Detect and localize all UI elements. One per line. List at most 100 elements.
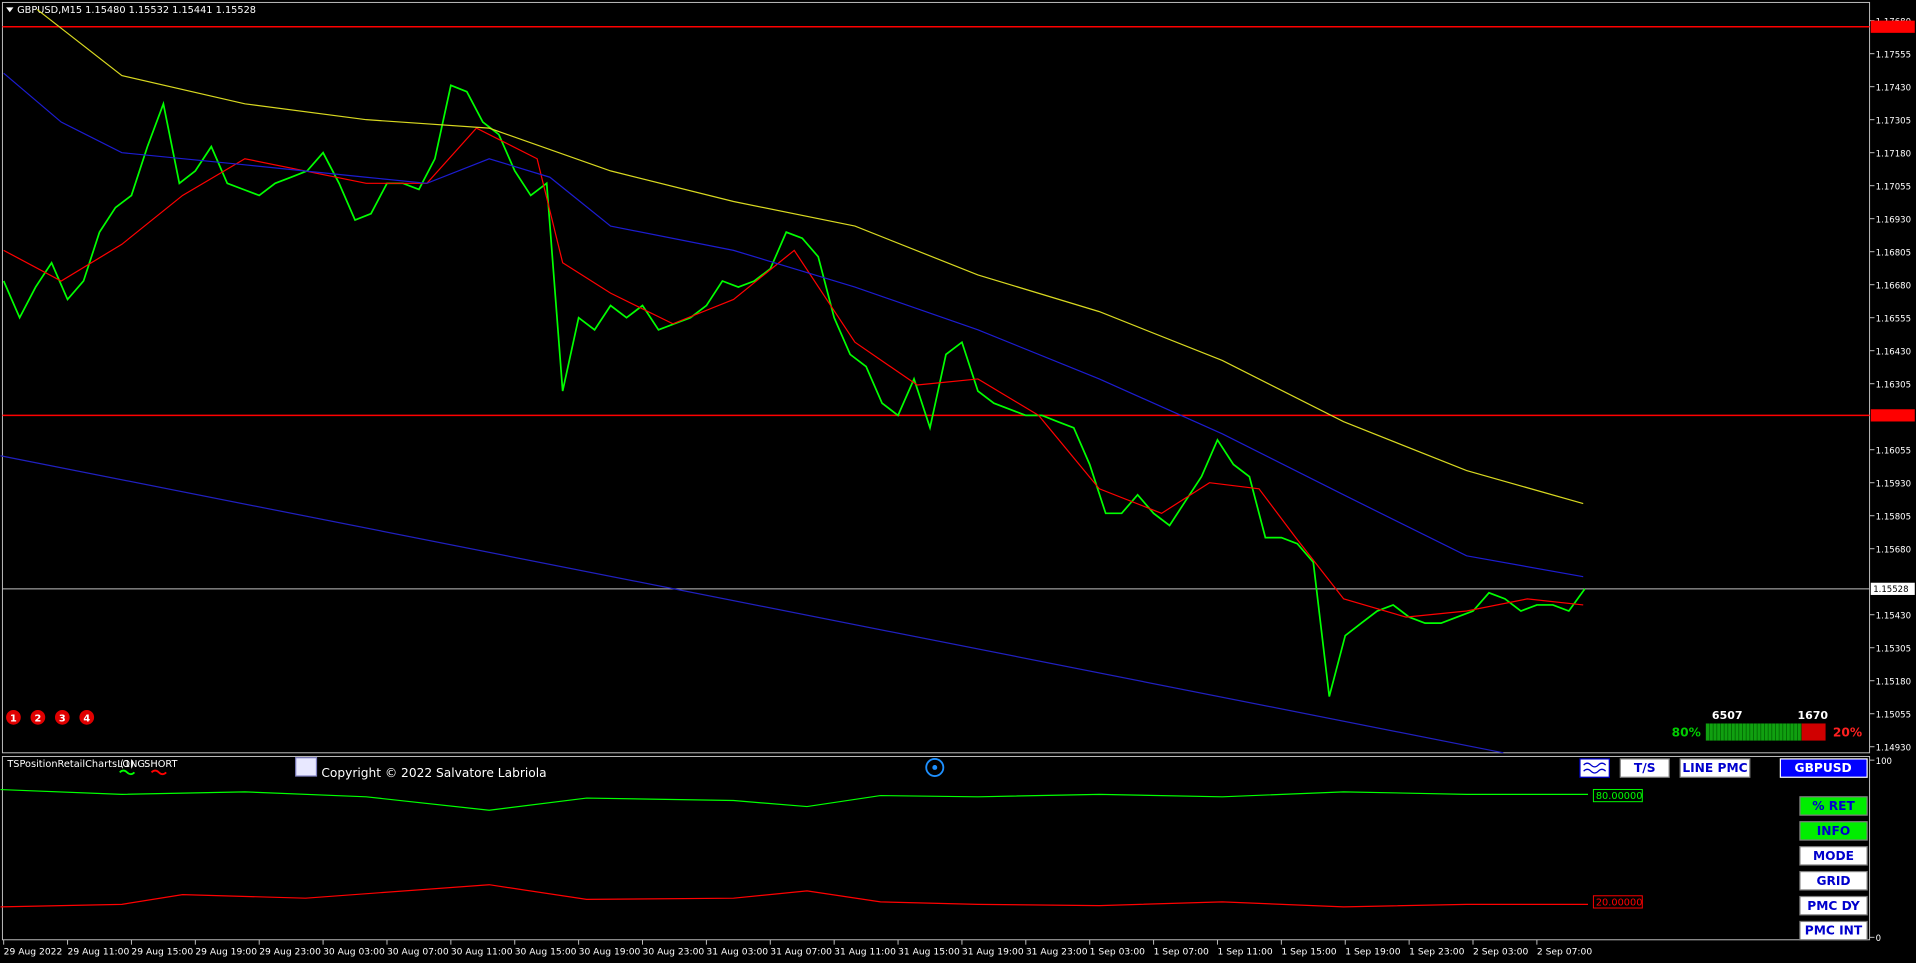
symbol-button[interactable]	[1779, 758, 1868, 778]
y-tick-label: 1.17055	[1876, 182, 1911, 192]
long-pct: 80%	[1672, 726, 1701, 740]
y-tick-label: 1.15055	[1876, 710, 1911, 720]
side-buttons: % RET INFO MODE GRID PMC DY PMC INT	[1799, 796, 1868, 941]
level-tag	[1870, 20, 1915, 33]
button-label[interactable]: T/S	[1634, 761, 1656, 775]
marker[interactable]	[54, 710, 70, 725]
button[interactable]	[1799, 870, 1868, 891]
y-tick-label: 1.16430	[1876, 347, 1911, 357]
menu-arrow[interactable]	[6, 7, 14, 13]
price-tag	[1870, 582, 1915, 595]
series-line	[0, 455, 1504, 754]
level-tag	[1592, 788, 1643, 803]
level-label: 80.00000	[1596, 791, 1643, 802]
price-tag-label: 1.15528	[1873, 585, 1908, 595]
button[interactable]	[1799, 821, 1868, 841]
button[interactable]	[1799, 920, 1868, 941]
x-tick-label: 30 Aug 15:00	[515, 947, 577, 958]
x-tick-label: 2 Sep 03:00	[1473, 947, 1528, 958]
button-label[interactable]: MODE	[1813, 849, 1854, 863]
x-tick-label: 29 Aug 11:00	[68, 947, 130, 958]
button[interactable]	[1679, 758, 1751, 778]
y-tick-label: 1.15680	[1876, 545, 1911, 555]
marker[interactable]	[6, 710, 21, 725]
plot: 1.176801.175551.174301.173051.171801.170…	[0, 9, 1915, 958]
short-pct: 20%	[1833, 726, 1862, 740]
sub-frame	[1, 755, 1871, 941]
series-line	[36, 9, 1584, 505]
y-tick-label: 1.16555	[1876, 314, 1911, 324]
x-tick-label: 1 Sep 11:00	[1217, 947, 1272, 958]
wave-button[interactable]	[1579, 758, 1610, 778]
x-tick-label: 1 Sep 03:00	[1090, 947, 1145, 958]
legend-swatch	[119, 769, 136, 776]
button[interactable]	[1799, 796, 1868, 816]
short-bar	[1801, 723, 1826, 741]
button-label[interactable]: GRID	[1816, 874, 1850, 888]
y-tick-label: 1.16305	[1876, 380, 1911, 390]
target-dot	[932, 765, 938, 770]
x-tick-label: 31 Aug 11:00	[834, 947, 896, 958]
chart-header: GBPUSD,M15 1.15480 1.15532 1.15441 1.155…	[17, 5, 256, 16]
x-tick-label: 1 Sep 23:00	[1409, 947, 1464, 958]
x-tick-label: 30 Aug 03:00	[323, 947, 385, 958]
button-label[interactable]: PMC INT	[1805, 924, 1863, 938]
symbol-button-label[interactable]: GBPUSD	[1795, 761, 1852, 775]
marker[interactable]	[30, 710, 46, 725]
copyright: Copyright © 2022 Salvatore Labriola	[321, 766, 546, 780]
x-tick-label: 30 Aug 07:00	[387, 947, 449, 958]
y-tick-label: 1.16930	[1876, 215, 1911, 225]
x-tick-label: 31 Aug 19:00	[962, 947, 1024, 958]
marker-label: 4	[83, 714, 90, 725]
y-tick-label: 1.15180	[1876, 677, 1911, 687]
x-tick-label: 2 Sep 07:00	[1537, 947, 1592, 958]
marker[interactable]	[79, 710, 95, 725]
x-tick-label: 29 Aug 19:00	[195, 947, 257, 958]
legend-label: SHORT	[144, 759, 177, 770]
series-line	[0, 884, 1588, 908]
y-tick-label: 1.14930	[1876, 743, 1911, 753]
x-tick-label: 31 Aug 15:00	[898, 947, 960, 958]
button[interactable]	[1799, 846, 1868, 866]
legend-label: LONG	[117, 759, 145, 770]
x-tick-label: 31 Aug 07:00	[770, 947, 832, 958]
x-tick-label: 29 Aug 2022	[4, 947, 63, 958]
y-tick-label: 1.17430	[1876, 83, 1911, 93]
y-tick-label: 1.16680	[1876, 281, 1911, 291]
x-tick-label: 29 Aug 15:00	[131, 947, 193, 958]
y-tick-label: 0	[1876, 934, 1881, 944]
top-buttons: T/S LINE PMC GBPUSD	[1619, 758, 1868, 778]
copyright-icon	[295, 757, 318, 777]
indicator-title: TSPositionRetailCharts (1)	[6, 759, 134, 770]
button-label[interactable]: INFO	[1817, 824, 1851, 838]
marker-label: 1	[10, 714, 17, 725]
x-tick-label: 31 Aug 03:00	[706, 947, 768, 958]
button-label[interactable]: LINE PMC	[1682, 761, 1747, 775]
level-tag	[1870, 409, 1915, 422]
target-icon[interactable]	[925, 757, 945, 777]
short-count: 1670	[1797, 709, 1828, 722]
button[interactable]	[1619, 758, 1670, 778]
x-tick-label: 1 Sep 19:00	[1345, 947, 1400, 958]
level-label: 20.00000	[1596, 898, 1643, 909]
level-tag	[1592, 895, 1643, 909]
x-tick-label: 30 Aug 19:00	[579, 947, 641, 958]
y-tick-label: 1.17305	[1876, 116, 1911, 126]
button-label[interactable]: PMC DY	[1807, 899, 1860, 913]
markers: 1 2 3 4	[6, 710, 95, 725]
long-count: 6507	[1712, 709, 1743, 722]
y-tick-label: 1.17180	[1876, 149, 1911, 159]
x-tick-label: 1 Sep 07:00	[1154, 947, 1209, 958]
x-tick-label: 30 Aug 11:00	[451, 947, 513, 958]
series-line	[3, 72, 1584, 578]
wave-icon	[1583, 762, 1607, 774]
y-tick-label: 100	[1876, 757, 1892, 767]
legend-swatch	[150, 769, 167, 776]
x-tick-label: 1 Sep 15:00	[1281, 947, 1336, 958]
button-label[interactable]: % RET	[1812, 799, 1855, 813]
button[interactable]	[1799, 895, 1868, 916]
y-tick-label: 1.16805	[1876, 248, 1911, 258]
x-tick-label: 31 Aug 23:00	[1026, 947, 1088, 958]
series-line	[2, 84, 1586, 697]
